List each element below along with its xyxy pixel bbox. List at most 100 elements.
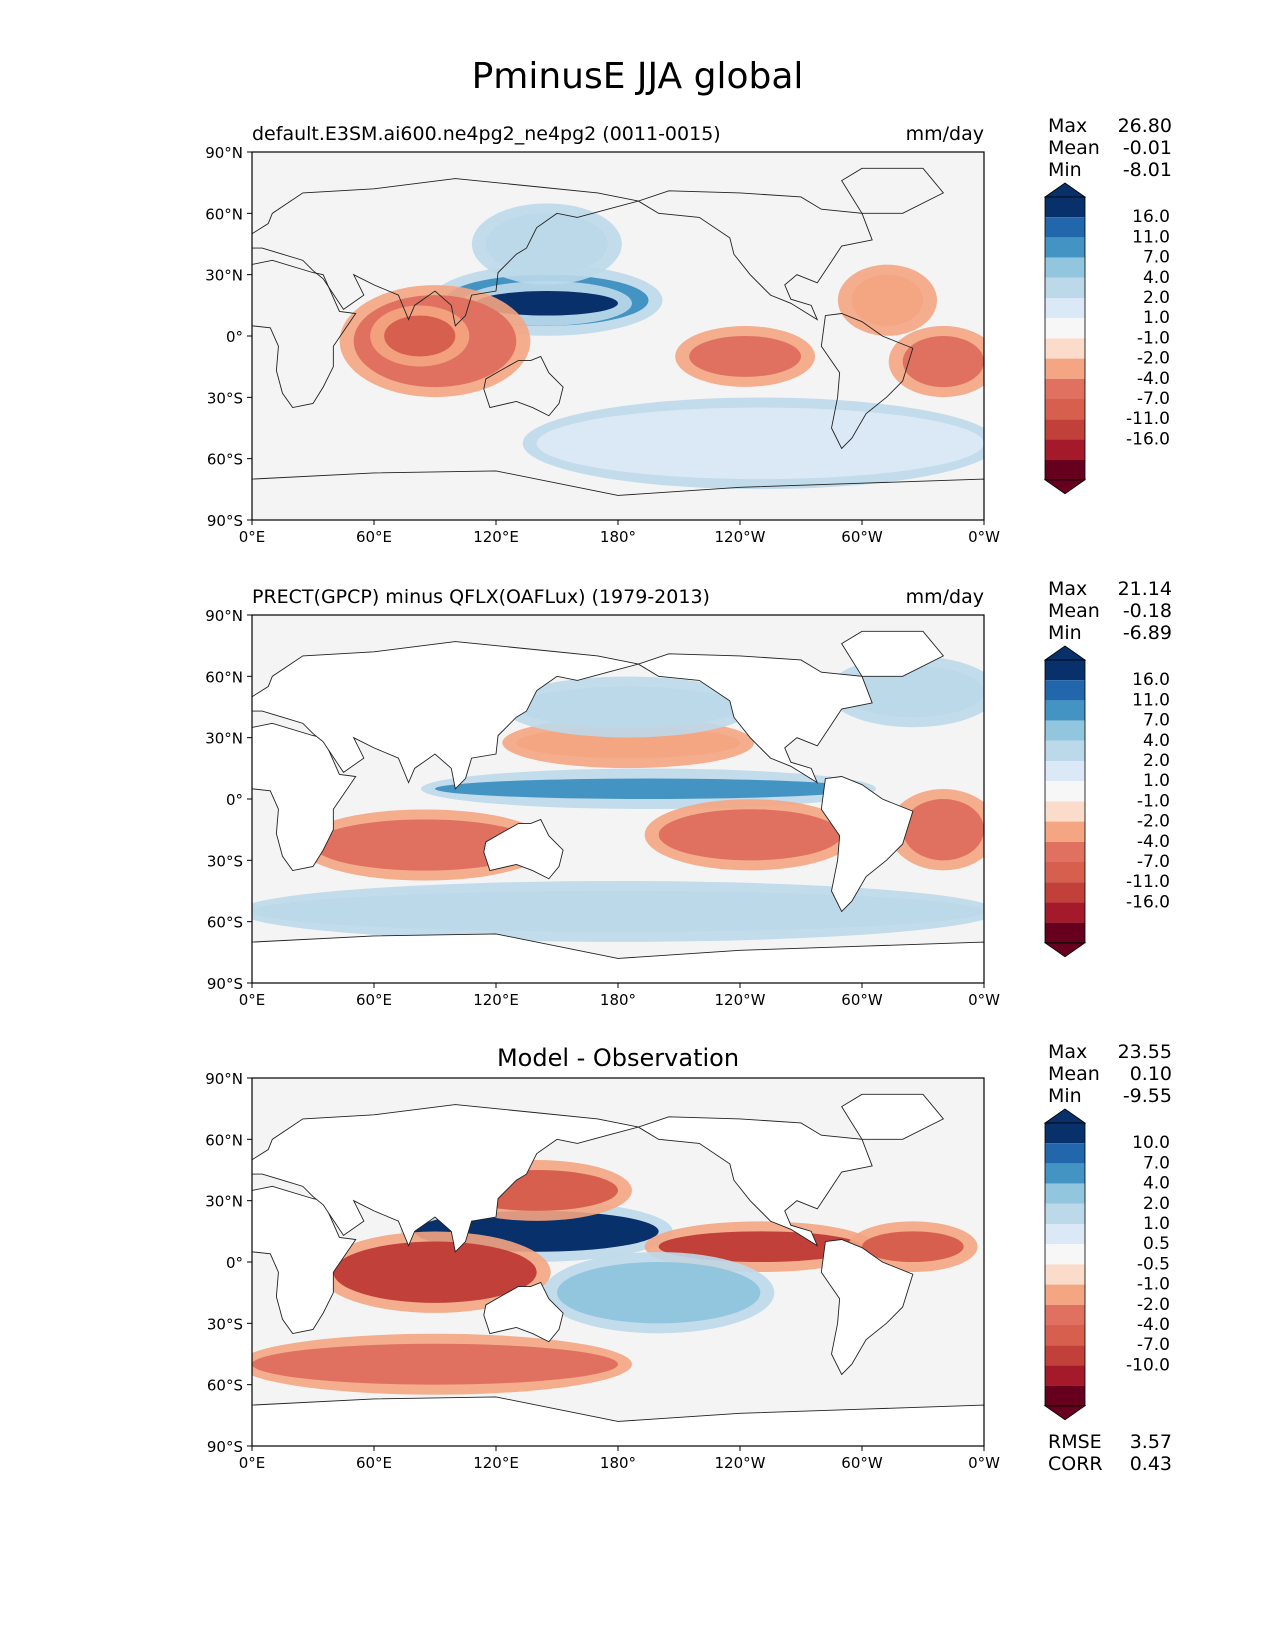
colorbar-segment <box>1045 1143 1085 1164</box>
colorbar-tick-label: 1.0 <box>1143 1214 1170 1234</box>
stat-value: 21.14 <box>1118 578 1172 600</box>
y-tick-label: 30°S <box>207 389 243 407</box>
stat-value: 26.80 <box>1118 115 1172 137</box>
colorbar-tick-label: 7.0 <box>1143 711 1170 731</box>
colorbar-segment <box>1045 1304 1085 1325</box>
y-tick-label: 60°N <box>205 1131 243 1149</box>
x-tick-label: 60°E <box>356 528 392 546</box>
colorbar-tick-label: -7.0 <box>1137 852 1170 872</box>
colorbar-tick-label: -16.0 <box>1126 892 1170 912</box>
contour-region <box>902 799 984 861</box>
stat-label: Mean <box>1048 137 1100 159</box>
colorbar-segment <box>1045 922 1085 943</box>
contour-region <box>862 1231 964 1262</box>
x-tick-label: 120°W <box>715 1454 766 1472</box>
colorbar-max-arrow <box>1043 182 1087 198</box>
colorbar-tick-label: -16.0 <box>1126 429 1170 449</box>
colorbar-tick-label: 2.0 <box>1143 288 1170 308</box>
stat-label: Mean <box>1048 1063 1100 1085</box>
colorbar-segment <box>1045 1183 1085 1204</box>
x-tick-label: 60°W <box>841 991 883 1009</box>
stat-label: Mean <box>1048 600 1100 622</box>
colorbar-tick-label: 2.0 <box>1143 1194 1170 1214</box>
contour-region <box>689 336 801 377</box>
coastline-greenland <box>841 167 945 214</box>
colorbar-segment <box>1045 358 1085 379</box>
x-tick-label: 120°W <box>715 991 766 1009</box>
map-panel-diff: 90°N 60°N 30°N 0° 30°S 60°S 90°S0°E 60°E 120°E 18… <box>205 1041 1172 1475</box>
coastline-s_america <box>820 776 914 913</box>
colorbar-segment <box>1045 821 1085 842</box>
y-tick-label: 60°S <box>207 914 243 932</box>
colorbar-frame <box>1044 659 1086 944</box>
colorbar-segment <box>1045 1385 1085 1406</box>
stat-value: -0.18 <box>1123 600 1172 622</box>
colorbar-tick-label: 4.0 <box>1143 731 1170 751</box>
y-tick-label: 30°N <box>205 267 243 285</box>
colorbar-tick-label: -7.0 <box>1137 389 1170 409</box>
contour-region <box>252 1343 618 1385</box>
colorbar-segment <box>1045 419 1085 440</box>
contour-region <box>536 407 984 480</box>
colorbar-segment <box>1045 882 1085 903</box>
colorbar-min-arrow <box>1043 1405 1087 1421</box>
stat-value: -0.01 <box>1123 137 1172 159</box>
colorbar-segment <box>1045 298 1085 319</box>
y-tick-label: 60°N <box>205 668 243 686</box>
colorbar-segment <box>1045 902 1085 923</box>
coastline-s_america <box>820 1239 914 1376</box>
x-tick-label: 0°W <box>968 1454 1000 1472</box>
colorbar-tick-label: -10.0 <box>1126 1355 1170 1375</box>
colorbar-segment <box>1045 1163 1085 1184</box>
colorbar-min-arrow <box>1043 942 1087 958</box>
x-tick-label: 0°W <box>968 528 1000 546</box>
contour-region <box>435 778 862 799</box>
colorbar-segment <box>1045 378 1085 399</box>
colorbar-tick-label: -4.0 <box>1137 369 1170 389</box>
colorbar-segment <box>1045 740 1085 761</box>
contour-region <box>658 809 842 861</box>
x-tick-label: 60°W <box>841 528 883 546</box>
panel-units: mm/day <box>906 123 984 145</box>
x-tick-label: 60°E <box>356 991 392 1009</box>
coastline-europe_asia <box>252 641 639 790</box>
contour-region <box>313 819 537 871</box>
colorbar-tick-label: 4.0 <box>1143 268 1170 288</box>
colorbar-segment <box>1045 1325 1085 1346</box>
y-tick-label: 60°N <box>205 205 243 223</box>
stat-value: 0.10 <box>1130 1063 1172 1085</box>
x-tick-label: 120°E <box>473 1454 519 1472</box>
colorbar-segment <box>1045 862 1085 883</box>
colorbar-segment <box>1045 1123 1085 1144</box>
coastline-australia <box>483 818 564 880</box>
extra-stat-value: 3.57 <box>1130 1431 1172 1453</box>
stat-value: -9.55 <box>1123 1085 1172 1107</box>
colorbar-segment <box>1045 399 1085 420</box>
stat-value: -8.01 <box>1123 159 1172 181</box>
coastline-greenland <box>841 630 945 677</box>
x-tick-label: 0°E <box>239 991 266 1009</box>
y-tick-label: 0° <box>226 1254 243 1272</box>
x-tick-label: 120°E <box>473 528 519 546</box>
contour-region <box>384 315 456 357</box>
colorbar-tick-label: -4.0 <box>1137 832 1170 852</box>
colorbar-segment <box>1045 801 1085 822</box>
coastline-europe_asia <box>252 178 639 327</box>
coastline-antarctica <box>252 470 984 520</box>
stat-value: 23.55 <box>1118 1041 1172 1063</box>
stat-value: -6.89 <box>1123 622 1172 644</box>
stat-label: Min <box>1048 159 1082 181</box>
contour-region <box>252 891 984 932</box>
coastline-australia <box>483 355 564 417</box>
colorbar-segment <box>1045 1365 1085 1386</box>
y-tick-label: 90°N <box>205 144 243 162</box>
x-tick-label: 180° <box>600 528 636 546</box>
coastline-australia <box>483 1281 564 1343</box>
x-tick-label: 120°E <box>473 991 519 1009</box>
y-tick-label: 0° <box>226 791 243 809</box>
coastline-greenland <box>841 1093 945 1140</box>
colorbar-segment <box>1045 700 1085 721</box>
colorbar-tick-label: 10.0 <box>1132 1133 1170 1153</box>
colorbar-tick-label: -11.0 <box>1126 409 1170 429</box>
colorbar-tick-label: -2.0 <box>1137 349 1170 369</box>
